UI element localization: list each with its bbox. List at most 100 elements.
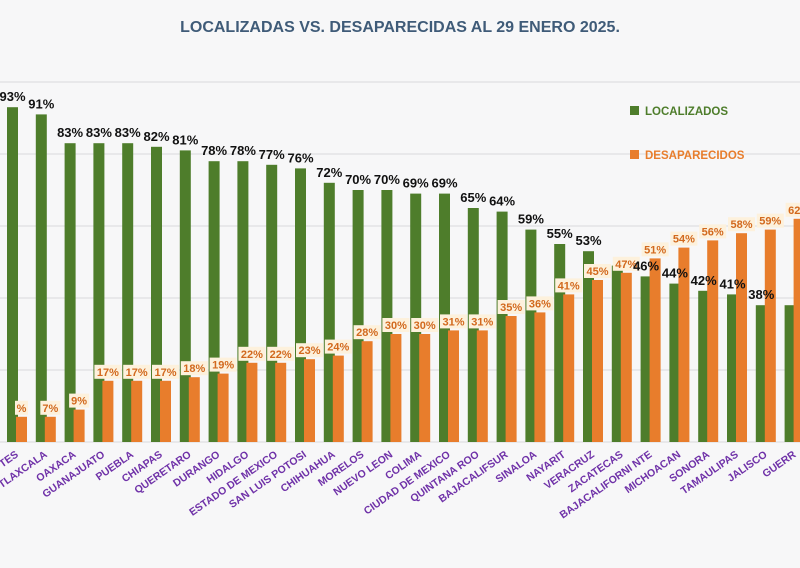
- data-label-localizados: 83%: [115, 125, 141, 140]
- data-label-desaparecidos: 59%: [759, 216, 781, 228]
- data-label-box: [209, 357, 237, 372]
- bar-localizados: [640, 276, 652, 442]
- data-label-box: [40, 400, 61, 415]
- data-label-box: [440, 314, 467, 329]
- bar-localizados: [755, 305, 767, 442]
- data-label-desaparecidos: 7%: [42, 403, 58, 415]
- bar-desaparecidos: [419, 334, 431, 442]
- data-label-localizados: 69%: [403, 176, 429, 191]
- data-label-desaparecidos: 62%: [788, 205, 800, 217]
- data-label-localizados: 59%: [518, 212, 544, 227]
- data-label-localizados: 55%: [547, 226, 573, 241]
- bar-localizados: [381, 190, 393, 442]
- data-label-desaparecidos: 22%: [270, 349, 292, 361]
- data-label-box: [612, 256, 640, 271]
- data-label-desaparecidos: 23%: [298, 345, 320, 357]
- data-label-box: [526, 296, 554, 311]
- bar-localizados: [727, 294, 738, 442]
- data-label-desaparecidos: 31%: [442, 316, 464, 328]
- bar-desaparecidos: [534, 312, 546, 442]
- data-label-box: [699, 224, 727, 239]
- data-label-box: [670, 231, 698, 246]
- data-label-box: [180, 361, 208, 376]
- bar-desaparecidos: [246, 362, 258, 442]
- data-label-localizados: 42%: [691, 273, 717, 288]
- data-label-localizados: 72%: [316, 165, 342, 180]
- data-label-desaparecidos: 58%: [730, 219, 752, 231]
- bar-desaparecidos: [390, 334, 402, 442]
- bar-localizados: [496, 211, 508, 442]
- bar-desaparecidos: [793, 218, 800, 442]
- data-label-desaparecidos: 24%: [327, 342, 349, 354]
- bar-desaparecidos: [764, 229, 776, 442]
- bar-desaparecidos: [620, 272, 632, 442]
- data-label-localizados: 70%: [345, 172, 371, 187]
- bars: [7, 107, 800, 443]
- bar-desaparecidos: [188, 377, 200, 442]
- bar-desaparecidos: [448, 330, 459, 442]
- data-label-desaparecidos: 30%: [385, 320, 407, 332]
- legend-label-desaparecidos: DESAPARECIDOS: [645, 150, 745, 162]
- data-label-localizados: 46%: [633, 258, 659, 273]
- bar-localizados: [35, 114, 47, 443]
- data-label-box: [555, 278, 583, 293]
- data-label-desaparecidos: 28%: [356, 327, 378, 339]
- data-label-localizados: 64%: [489, 194, 515, 209]
- data-label-desaparecidos: 9%: [71, 396, 87, 408]
- bar-desaparecidos: [678, 247, 690, 442]
- bar-desaparecidos: [275, 362, 287, 442]
- bar-desaparecidos: [160, 380, 171, 442]
- data-label-box: [728, 217, 755, 232]
- bar-desaparecidos: [217, 373, 229, 442]
- data-label-desaparecidos: %: [17, 403, 27, 415]
- data-label-localizados: 78%: [230, 143, 256, 158]
- legend-swatch-desaparecidos: [630, 150, 639, 159]
- data-label-desaparecidos: 54%: [673, 234, 695, 246]
- data-label-desaparecidos: 17%: [126, 367, 148, 379]
- bar-localizados: [151, 146, 162, 443]
- data-label-desaparecidos: 51%: [644, 244, 666, 256]
- data-label-desaparecidos: 45%: [586, 266, 608, 278]
- category-label: GUERR: [760, 448, 798, 480]
- bar-desaparecidos: [563, 294, 575, 442]
- data-label-desaparecidos: 47%: [615, 259, 637, 271]
- legend: LOCALIZADOS DESAPARECIDOS: [630, 106, 745, 162]
- bar-desaparecidos: [707, 240, 719, 442]
- data-label-localizados: 81%: [172, 132, 198, 147]
- data-label-localizados: 93%: [0, 89, 26, 104]
- bar-desaparecidos: [332, 355, 344, 442]
- bar-localizados: [583, 251, 594, 442]
- legend-label-localizados: LOCALIZADOS: [645, 106, 728, 118]
- category-labels: TESTLAXCALAOAXACAGUANAJUATOPUEBLACHIAPAS…: [0, 448, 799, 521]
- data-label-box: [468, 314, 496, 329]
- bar-localizados: [698, 290, 710, 442]
- data-label-box: [123, 364, 151, 379]
- bar-desaparecidos: [304, 359, 315, 442]
- data-label-desaparecidos: 18%: [183, 363, 205, 375]
- data-label-box: [497, 300, 525, 314]
- data-label-box: [296, 343, 323, 358]
- bar-localizados: [669, 283, 681, 442]
- data-label-localizados: 70%: [374, 172, 400, 187]
- data-label-box: [584, 264, 611, 278]
- bar-localizados: [525, 229, 537, 442]
- legend-swatch-localizados: [630, 106, 639, 115]
- data-label-desaparecidos: 31%: [471, 316, 493, 328]
- bar-localizados: [93, 143, 105, 442]
- data-label-localizados: 44%: [662, 266, 688, 281]
- bar-desaparecidos: [102, 380, 114, 442]
- data-label-box: [69, 393, 90, 408]
- bar-localizados: [410, 193, 422, 442]
- data-label-box: [324, 339, 352, 354]
- bar-localizados: [784, 305, 796, 442]
- data-label-box: [756, 213, 784, 228]
- data-label-desaparecidos: 41%: [558, 280, 580, 292]
- bar-desaparecidos: [16, 416, 27, 442]
- data-label-localizados: 77%: [259, 147, 285, 162]
- data-label-box: [152, 364, 179, 379]
- data-labels: 93%% 91% 7% 83% 9% 83% 17% 83% 17% 82% 17% 81% 18% 78…: [0, 89, 800, 415]
- data-label-desaparecidos: 56%: [702, 226, 724, 238]
- bar-desaparecidos: [736, 233, 747, 442]
- bar-localizados: [554, 244, 566, 442]
- data-label-desaparecidos: 17%: [154, 367, 176, 379]
